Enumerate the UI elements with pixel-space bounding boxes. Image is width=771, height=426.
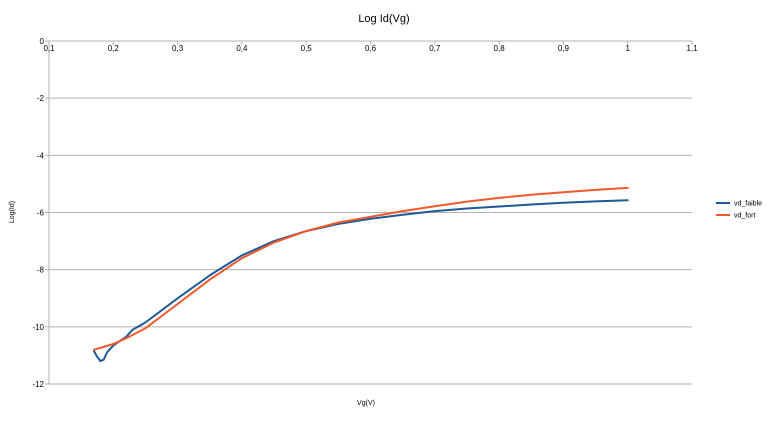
y-tick-label: -12	[32, 380, 44, 389]
series-line-vd-fort	[93, 186, 629, 351]
x-tick-label: 0,8	[494, 44, 506, 53]
series-layer	[93, 186, 629, 363]
y-tick-label: 0	[40, 37, 45, 46]
x-tick-label: 0,2	[108, 44, 120, 53]
series-line-vd-faible	[93, 199, 629, 363]
y-tick-label: -6	[37, 209, 45, 218]
x-tick-label: 0,6	[365, 44, 377, 53]
axes-layer: 0 -2 -4 -6 -8 -10 -12 0,1 0,2 0,3 0,4 0,5 0,6 0,7 0,8 0…	[32, 37, 698, 389]
x-tick-label: 0,5	[301, 44, 313, 53]
y-tick-label: -2	[37, 94, 45, 103]
legend-label: vd_faible	[734, 201, 762, 208]
y-tick-label: -4	[37, 151, 45, 160]
x-tick-label: 0,9	[558, 44, 570, 53]
legend-label: vd_fort	[734, 213, 755, 220]
x-axis-label: Vg(V)	[357, 400, 375, 407]
x-tick-label: 0,7	[429, 44, 441, 53]
y-axis-label: Log(Id)	[9, 201, 16, 223]
x-tick-label: 1,1	[686, 44, 698, 53]
y-tick-label: -8	[37, 266, 45, 275]
legend: vd_faible vd_fort	[716, 201, 762, 220]
chart-title: Log Id(Vg)	[358, 13, 409, 25]
x-tick-label: 0,3	[172, 44, 184, 53]
x-tick-label: 1	[625, 44, 630, 53]
x-tick-label: 0,4	[236, 44, 248, 53]
grid-layer	[49, 40, 692, 328]
x-tick-label: 0,1	[43, 44, 55, 53]
y-tick-label: -10	[32, 323, 44, 332]
